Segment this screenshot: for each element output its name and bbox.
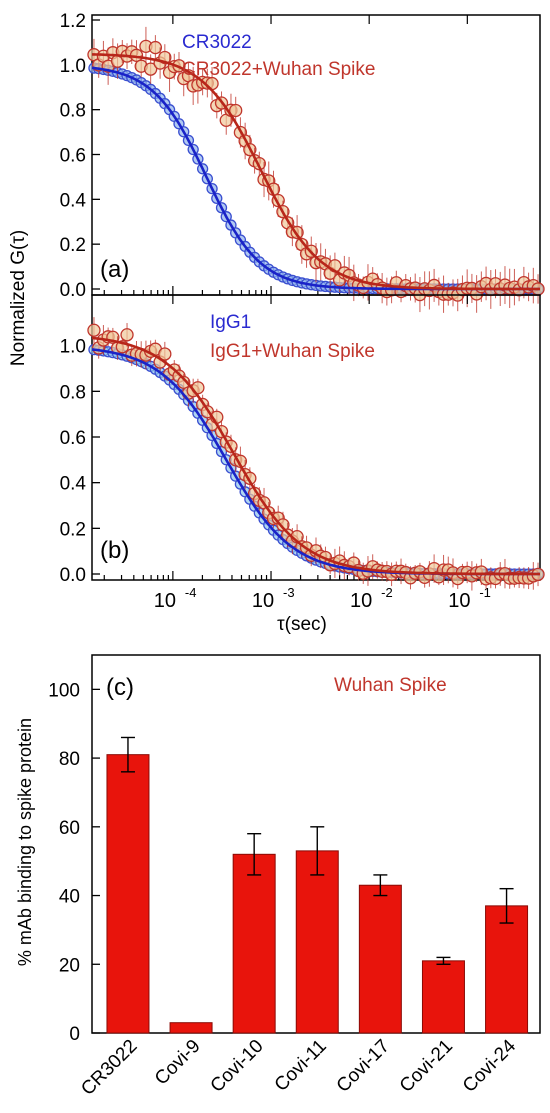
panel-b-xtick-label: 10: [448, 590, 470, 612]
panel-a-ytick-label: 0.2: [60, 235, 86, 256]
panel-b-xtick-label: 10: [252, 590, 274, 612]
panel-a-point: [229, 103, 243, 118]
panel-b-data: [87, 317, 545, 591]
panel-c-bar: [358, 884, 402, 1034]
panel-c-ytick-label: 20: [59, 955, 80, 976]
panel-b-frame: [91, 294, 541, 581]
panel-c-ytick-label: 40: [59, 887, 80, 908]
panel-b-point: [120, 328, 134, 342]
panel-c-ytick-label: 80: [59, 749, 80, 770]
panel-b-ytick-label: 0.8: [60, 382, 86, 403]
panel-c-bar: [295, 850, 339, 1034]
panel-c-label: (c): [106, 674, 134, 701]
panel-a-legend-blue: CR3022: [182, 32, 252, 53]
panel-a-ytick-label: 0.6: [60, 146, 86, 167]
panel-b-ytick-label: 0.0: [60, 565, 86, 586]
panel-c-ytick-label: 60: [59, 818, 80, 839]
panel-a: 0.0 0.2 0.4 0.6 0.8 1.0 1.2 CR3022 CR3022+Wuha…: [60, 11, 545, 313]
panel-c-category-label: Covi-24: [459, 1035, 520, 1096]
panel-b-point: [87, 323, 101, 337]
panel-b-xtick-exponent: -4: [185, 585, 197, 600]
panel-b-xtick-exponent: -2: [381, 585, 393, 600]
panel-b-xtick-exponent: -3: [283, 585, 295, 600]
panel-c-bar: [421, 960, 465, 1034]
panel-b-xtick-label: 10: [350, 590, 372, 612]
panel-c-category-label: Covi-10: [207, 1036, 268, 1097]
panel-c-category-label: Covi-17: [333, 1036, 394, 1097]
panel-c-category-label: Covi-11: [271, 1036, 331, 1096]
panel-b-legend-red: IgG1+Wuhan Spike: [210, 341, 375, 362]
panel-b-ytick-label: 0.6: [60, 428, 86, 449]
panel-c-ytick-label: 0: [69, 1024, 80, 1045]
panel-c-ytick-label: 100: [48, 680, 80, 701]
bottom-ylabel: % mAb binding to spike protein: [15, 718, 35, 966]
panel-b-fit-line: [91, 336, 540, 576]
panel-b-ytick-label: 0.4: [60, 474, 87, 495]
panel-a-ytick-label: 0.0: [60, 280, 86, 301]
panel-a-ytick-label: 1.0: [60, 56, 86, 77]
panel-b-ytick-label: 0.2: [60, 519, 86, 540]
panel-a-label: (a): [100, 256, 129, 283]
top-ylabel: Normalized G(τ): [8, 230, 29, 366]
panel-b-ytick-label: 1.0: [60, 337, 86, 358]
panel-a-point: [144, 62, 158, 76]
panel-b-xtick-exponent: -1: [479, 585, 491, 600]
panel-c-bar: [106, 754, 150, 1034]
panel-a-ytick-label: 1.2: [60, 11, 86, 32]
panel-b-point: [177, 375, 191, 389]
panel-c-bar: [485, 905, 529, 1034]
panel-a-point: [148, 40, 163, 55]
panel-c-category-label: Covi-21: [396, 1036, 457, 1097]
panel-c-legend: Wuhan Spike: [334, 675, 447, 696]
top-xlabel: τ(sec): [277, 614, 327, 635]
panel-c-bar: [232, 853, 276, 1034]
panel-c-category-label: CR3022: [77, 1036, 141, 1100]
panel-a-legend-red: CR3022+Wuhan Spike: [182, 59, 375, 80]
panel-a-ytick-label: 0.8: [60, 101, 86, 122]
panel-b-xtick-label: 10: [154, 590, 176, 612]
panel-c-bar: [169, 1022, 213, 1034]
panel-c-data: [106, 736, 529, 1034]
panel-b-axes: 0.0 0.2 0.4 0.6 0.8 1.0 10 -4 10 -3 10 -2 10 -1: [60, 295, 537, 612]
panel-c-category-label: Covi-9: [151, 1036, 205, 1090]
panel-a-fit-line: [92, 53, 540, 291]
panel-b: 0.00.20.40.60.81.010 -4 10 -3 10 -2 10 -1 IgG1 …: [60, 294, 545, 612]
panel-a-data: [87, 26, 545, 313]
panel-b-label: (b): [100, 537, 129, 564]
panel-b-point: [158, 347, 172, 361]
panel-a-axes: 0.0 0.2 0.4 0.6 0.8 1.0 1.2: [60, 11, 537, 301]
panel-a-ytick-label: 0.4: [60, 190, 87, 211]
panel-b-legend-blue: IgG1: [210, 312, 251, 333]
